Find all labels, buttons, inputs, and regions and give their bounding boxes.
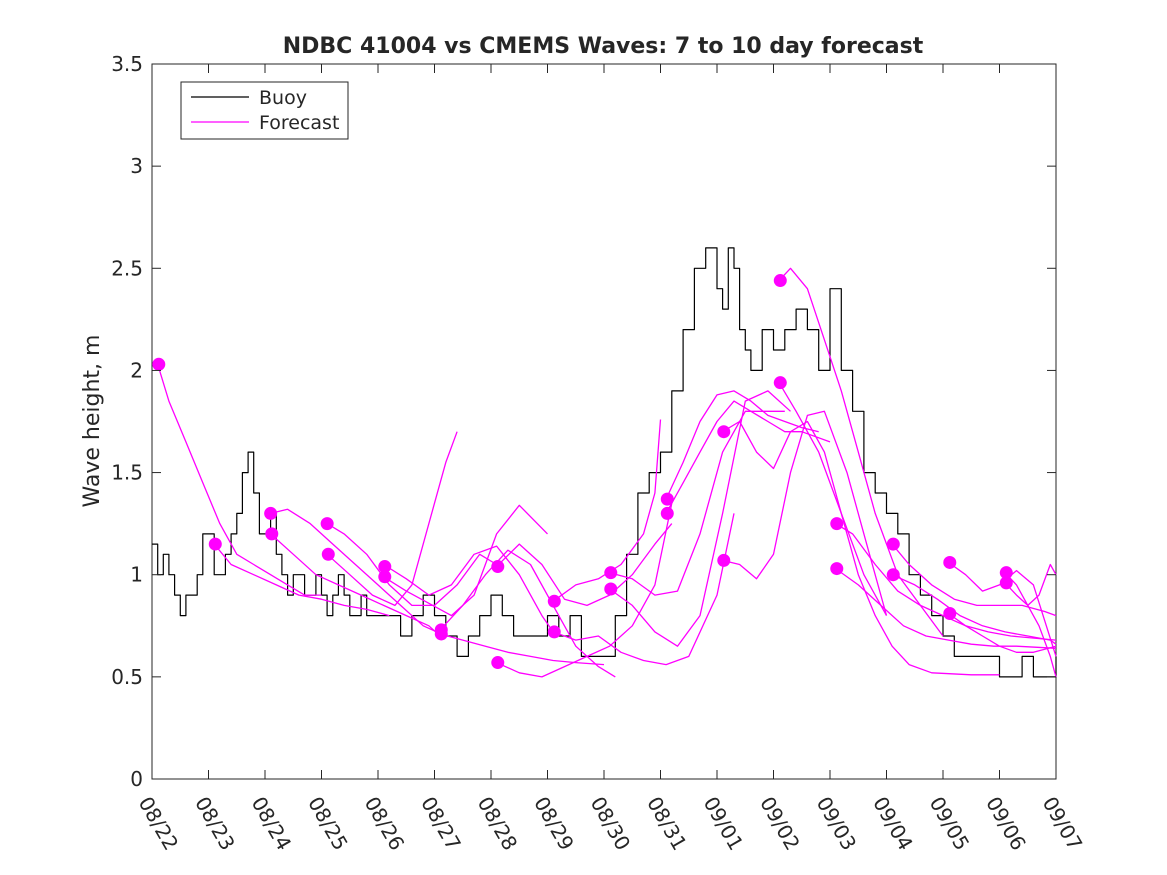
forecast-series-line-15 xyxy=(609,410,785,596)
forecast-series-line-24 xyxy=(835,568,1057,649)
axes-frame xyxy=(151,63,1057,780)
x-tick-label: 08/29 xyxy=(529,793,579,855)
forecast-series-line-7 xyxy=(383,545,554,633)
forecast-start-marker xyxy=(378,560,392,574)
forecast-series-line-29 xyxy=(1004,563,1057,607)
x-tick-label: 08/28 xyxy=(473,793,523,855)
forecast-start-marker xyxy=(378,570,392,584)
x-tick-label: 09/05 xyxy=(925,793,975,855)
forecast-start-marker xyxy=(320,517,334,531)
forecast-start-marker xyxy=(547,594,561,608)
forecast-series-line-30 xyxy=(1004,582,1057,678)
y-tick-label: 3 xyxy=(130,154,143,178)
y-tick-label: 0 xyxy=(130,767,143,791)
buoy-series-line xyxy=(152,247,1057,678)
forecast-start-marker xyxy=(773,376,787,390)
y-axis-label: Wave height, m xyxy=(80,335,105,508)
forecast-start-marker xyxy=(943,555,957,569)
x-tick-label: 08/22 xyxy=(134,793,184,855)
x-tick-label: 09/06 xyxy=(981,793,1031,855)
forecast-series-line-12 xyxy=(496,503,673,678)
forecast-series-line-22 xyxy=(778,382,1000,676)
x-tick-label: 09/02 xyxy=(755,793,805,855)
forecast-series-line-19 xyxy=(722,420,888,616)
y-tick-label: 2 xyxy=(130,358,143,382)
forecast-start-marker xyxy=(830,562,844,576)
forecast-series-line-13 xyxy=(552,419,662,602)
forecast-start-marker xyxy=(886,568,900,582)
forecast-start-marker xyxy=(999,576,1013,590)
forecast-series-line-27 xyxy=(948,561,1057,657)
forecast-series-line-17 xyxy=(665,390,819,500)
x-tick-label: 08/23 xyxy=(190,793,240,855)
forecast-start-marker xyxy=(547,625,561,639)
x-tick-label: 09/01 xyxy=(699,793,749,855)
forecast-start-marker xyxy=(208,537,222,551)
forecast-series-line-9 xyxy=(439,549,616,678)
x-tick-label: 08/25 xyxy=(303,793,353,855)
forecast-series-line-2 xyxy=(213,543,390,617)
x-tick-label: 08/24 xyxy=(247,793,297,855)
forecast-start-marker xyxy=(152,357,166,371)
y-tick-label: 1 xyxy=(130,563,143,587)
forecast-start-marker xyxy=(999,566,1013,580)
forecast-series-line-26 xyxy=(891,574,1057,645)
forecast-series-line-20 xyxy=(722,410,888,616)
forecast-start-marker xyxy=(265,527,279,541)
forecast-series-line-6 xyxy=(326,431,458,607)
series-layer xyxy=(152,247,1057,678)
forecast-series-line-28 xyxy=(948,612,1057,653)
forecast-series-line-10 xyxy=(439,633,605,666)
chart-title: NDBC 41004 vs CMEMS Waves: 7 to 10 day f… xyxy=(283,34,924,59)
legend-forecast-label: Forecast xyxy=(259,112,339,134)
forecast-start-marker xyxy=(773,274,787,288)
forecast-series-line-14 xyxy=(552,513,735,666)
forecast-start-marker xyxy=(943,607,957,621)
forecast-series-line-18 xyxy=(665,400,831,514)
forecast-series-line-5 xyxy=(326,523,497,607)
marker-layer xyxy=(152,274,1013,670)
forecast-start-marker xyxy=(830,517,844,531)
x-tick-label: 08/27 xyxy=(416,793,466,855)
plot-area-frame xyxy=(151,63,1057,780)
forecast-series-line-21 xyxy=(778,267,944,637)
forecast-start-marker xyxy=(434,627,448,641)
forecast-series-line-23 xyxy=(835,523,1057,641)
forecast-series-line-11 xyxy=(496,523,673,607)
forecast-start-marker xyxy=(491,560,505,574)
legend-buoy-label: Buoy xyxy=(259,87,307,109)
forecast-start-marker xyxy=(604,566,618,580)
forecast-series-line-3 xyxy=(270,508,447,637)
forecast-start-marker xyxy=(604,582,618,596)
forecast-start-marker xyxy=(264,506,278,520)
x-tick-label: 08/30 xyxy=(586,793,636,855)
y-tick-label: 1.5 xyxy=(111,461,143,485)
y-tick-label: 0.5 xyxy=(111,665,143,689)
forecast-start-marker xyxy=(717,553,731,567)
x-tick-label: 08/26 xyxy=(360,793,410,855)
x-tick-label: 08/31 xyxy=(642,793,692,855)
forecast-start-marker xyxy=(321,547,335,561)
forecast-series-line-1 xyxy=(157,364,322,596)
forecast-series-line-25 xyxy=(891,543,1057,617)
forecast-start-marker xyxy=(491,656,505,670)
y-tick-label: 2.5 xyxy=(111,256,143,280)
forecast-start-marker xyxy=(660,492,674,506)
x-tick-label: 09/03 xyxy=(812,793,862,855)
x-tick-label: 09/04 xyxy=(868,793,918,855)
forecast-series-line-4 xyxy=(270,533,441,637)
y-tick-label: 3.5 xyxy=(111,52,143,76)
forecast-series-line-16 xyxy=(609,390,791,647)
legend: Buoy Forecast xyxy=(180,81,349,140)
forecast-start-marker xyxy=(886,537,900,551)
forecast-start-marker xyxy=(717,425,731,439)
x-tick-label: 09/07 xyxy=(1038,793,1088,855)
forecast-start-marker xyxy=(660,506,674,520)
